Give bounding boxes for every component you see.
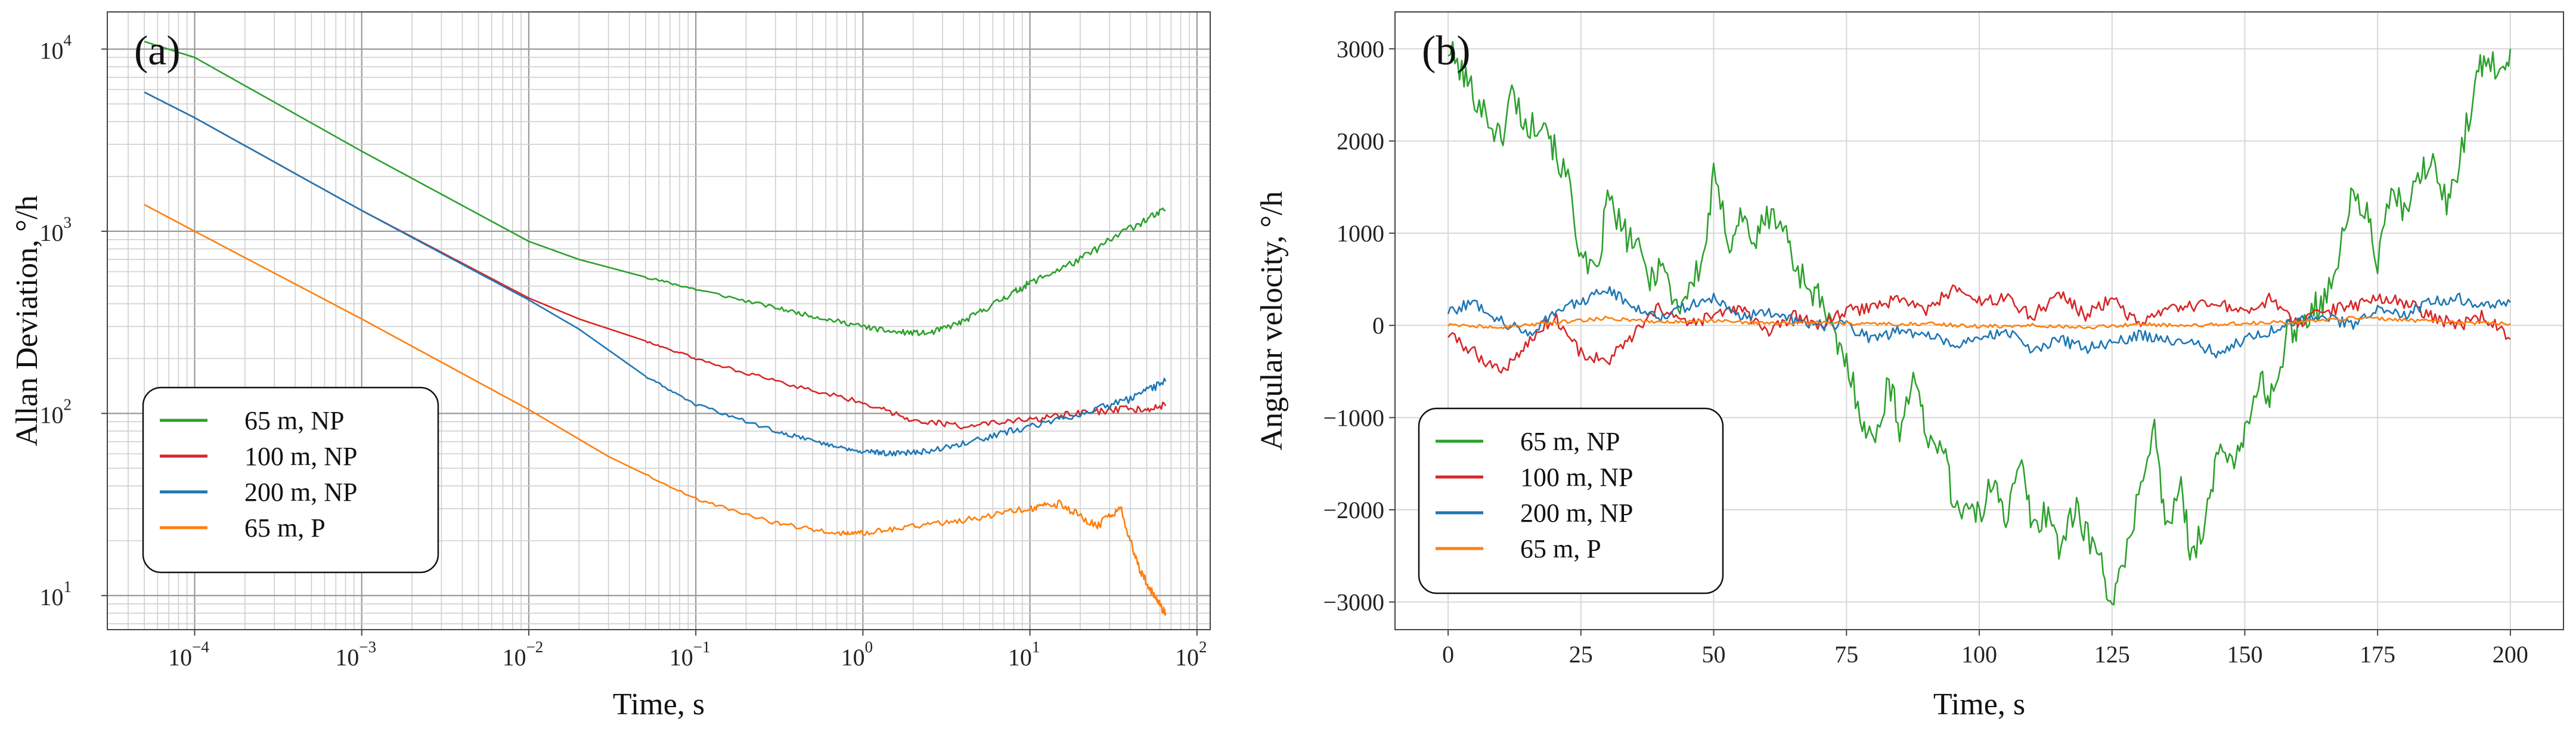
series-line-65-m-np (1447, 41, 2512, 606)
panel-a-legend-label: 65 m, NP (244, 406, 344, 435)
y-tick-label: 2000 (1337, 128, 1384, 154)
x-tick-exponent: −4 (192, 638, 209, 656)
panel-b-legend: 65 m, NP 100 m, NP 200 m, NP 65 m, P (1418, 407, 1724, 594)
x-tick-label: 200 (2493, 641, 2528, 668)
x-tick-exponent: −3 (359, 638, 376, 656)
x-tick-label: 150 (2227, 641, 2262, 668)
x-tick-exponent: −2 (526, 638, 544, 656)
y-tick-label: 1000 (1337, 220, 1384, 247)
panel-a-legend-label: 65 m, P (244, 513, 326, 543)
panel-a-legend: 65 m, NP 100 m, NP 200 m, NP 65 m, P (142, 386, 439, 574)
series-line-200-m-np (144, 91, 1167, 457)
panel-a-frame (107, 11, 1211, 630)
x-tick-exponent: 0 (865, 638, 873, 656)
y-tick-label: −1000 (1323, 404, 1384, 431)
x-tick-label: 25 (1569, 641, 1593, 668)
panel-b-tick-labels: 0 25 50 75 100 125 150 175 200 −3000 −2000 −1000 0 10… (1323, 36, 2528, 668)
series-line-65-m-p (1447, 315, 2511, 330)
y-tick-exponent: 3 (64, 213, 72, 231)
x-tick-exponent: 2 (1199, 638, 1207, 656)
panel-a-label: (a) (134, 28, 181, 74)
x-tick-label: 75 (1834, 641, 1858, 668)
series-line-200-m-np (1447, 286, 2511, 359)
series-line-100-m-np (1447, 284, 2511, 374)
panel-b-legend-label: 65 m, NP (1520, 427, 1620, 456)
x-tick-label: 175 (2360, 641, 2395, 668)
y-tick-exponent: 1 (64, 578, 72, 596)
panel-b-lines (1447, 41, 2512, 606)
x-tick-label: 50 (1702, 641, 1726, 668)
panel-a-x-axis-label: Time, s (613, 687, 705, 721)
panel-a-y-axis-label: Allan Deviation, °/h (10, 196, 44, 447)
panel-b-legend-label: 100 m, NP (1520, 463, 1633, 492)
x-tick-label: 100 (1961, 641, 1997, 668)
panel-b-legend-box (1418, 407, 1724, 594)
x-tick-label: 0 (1442, 641, 1454, 668)
panel-b-y-axis-label: Angular velocity, °/h (1255, 191, 1289, 451)
panel-b: 0 25 50 75 100 125 150 175 200 −3000 −2000 −1000 0 10… (1255, 11, 2564, 721)
y-tick-label: −3000 (1323, 589, 1384, 616)
x-tick-label: 102 (1175, 638, 1207, 671)
panel-a-lines (144, 41, 1167, 616)
panel-b-legend-label: 65 m, P (1520, 534, 1601, 563)
x-tick-label: 10−2 (503, 638, 544, 671)
panel-a-legend-label: 200 m, NP (244, 478, 357, 507)
panel-b-legend-label: 200 m, NP (1520, 498, 1633, 528)
y-tick-exponent: 4 (64, 31, 72, 49)
x-tick-label: 125 (2094, 641, 2130, 668)
series-line-65-m-np (144, 41, 1166, 336)
panel-a-legend-label: 100 m, NP (244, 442, 357, 471)
y-tick-label: 0 (1372, 312, 1384, 339)
series-line-65-m-p (144, 204, 1167, 616)
y-tick-exponent: 2 (64, 395, 72, 413)
panel-b-label: (b) (1422, 28, 1471, 74)
y-tick-label: 3000 (1337, 36, 1384, 63)
panel-b-x-axis-label: Time, s (1933, 687, 2025, 721)
panel-a-legend-box (142, 386, 439, 574)
x-tick-exponent: 1 (1032, 638, 1040, 656)
x-tick-exponent: −1 (693, 638, 711, 656)
y-tick-label: −2000 (1323, 497, 1384, 524)
